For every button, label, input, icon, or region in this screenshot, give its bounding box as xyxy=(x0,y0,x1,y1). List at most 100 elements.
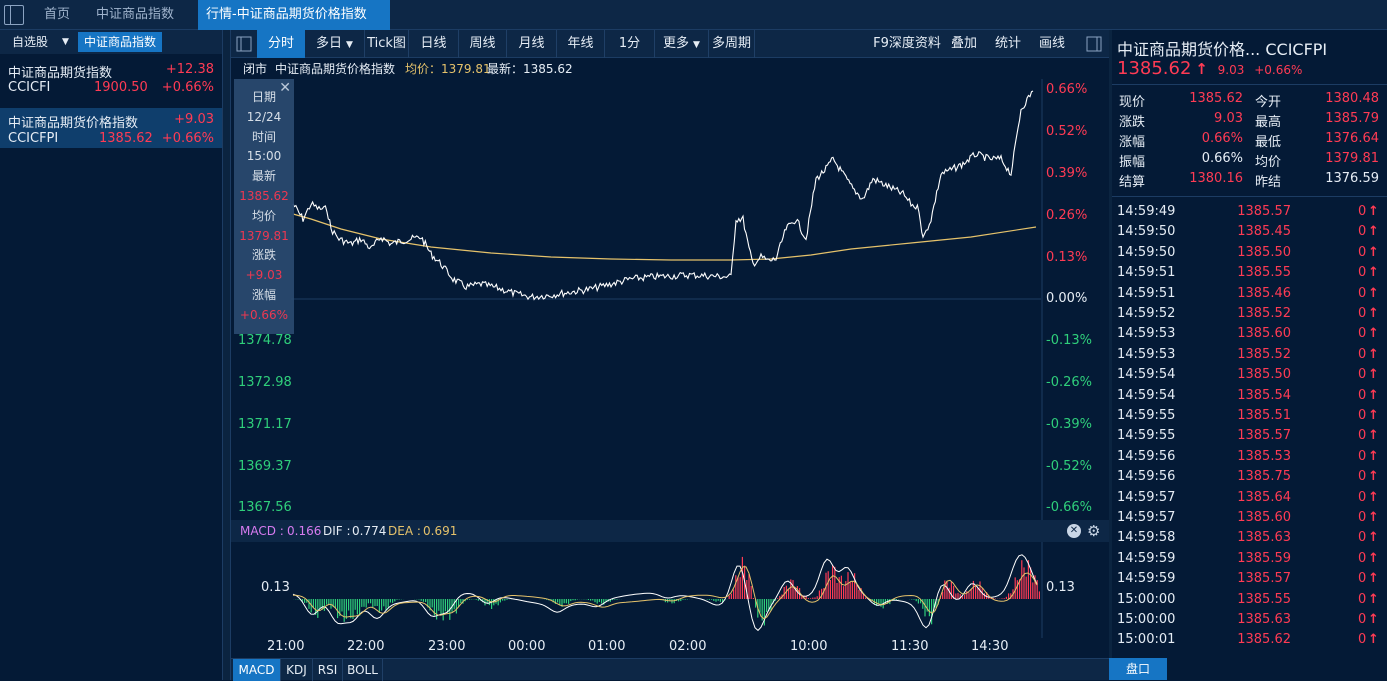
tick-price: 1385.45 xyxy=(1212,224,1291,239)
tb-multiperiod[interactable]: 多周期 xyxy=(709,30,755,58)
tab-quote-active[interactable]: 行情-中证商品期货价格指数 × xyxy=(198,0,390,30)
list-item[interactable]: 中证商品期货价格指数 +9.03 CCICFPI 1385.62 +0.66% xyxy=(0,108,222,148)
tick-price: 1385.50 xyxy=(1212,245,1291,260)
tick-price: 1385.57 xyxy=(1212,571,1291,586)
tab-macd[interactable]: MACD xyxy=(233,659,281,681)
commodity-index-button[interactable]: 中证商品指数 xyxy=(78,32,162,52)
tb-fenshi[interactable]: 分时 xyxy=(257,30,305,58)
tick-price: 1385.54 xyxy=(1212,388,1291,403)
tick-time: 14:59:53 xyxy=(1117,347,1175,362)
tab-pankou[interactable]: 盘口 xyxy=(1109,658,1167,680)
tick-time: 14:59:55 xyxy=(1117,428,1175,443)
macd-bar xyxy=(944,581,945,600)
intraday-price-chart[interactable] xyxy=(231,79,1109,520)
tb-drawing[interactable]: 画线 xyxy=(1035,30,1069,58)
tb-f9-profile[interactable]: F9深度资料 xyxy=(871,30,943,58)
macd-bar xyxy=(1032,582,1033,599)
tick-price: 1385.59 xyxy=(1212,551,1291,566)
tooltip-chg-label: 涨跌 xyxy=(234,246,294,266)
macd-bar xyxy=(590,599,591,601)
stat-label: 涨幅 xyxy=(1119,131,1145,150)
window-layout-icon[interactable] xyxy=(4,5,24,25)
macd-bar xyxy=(949,588,950,599)
stat-label: 振幅 xyxy=(1119,151,1145,170)
macd-bar xyxy=(916,599,917,601)
time-tick: 11:30 xyxy=(891,639,928,654)
tooltip-close-icon[interactable]: ✕ xyxy=(279,79,291,99)
tb-multiday-label: 多日 xyxy=(316,36,342,51)
close-icon[interactable]: ✕ xyxy=(1067,524,1081,538)
tb-daily[interactable]: 日线 xyxy=(409,30,459,58)
tab-kdj[interactable]: KDJ xyxy=(281,659,313,681)
gear-icon[interactable]: ⚙ xyxy=(1087,520,1100,542)
y-right-tick: 0.52% xyxy=(1046,124,1087,139)
tb-yearly[interactable]: 年线 xyxy=(557,30,605,58)
macd-bar xyxy=(843,586,844,599)
macd-bar xyxy=(324,599,325,611)
tb-1min[interactable]: 1分 xyxy=(605,30,655,58)
tb-more[interactable]: 更多▼ xyxy=(655,30,709,58)
tab-commodity-index[interactable]: 中证商品指数 xyxy=(88,0,182,30)
macd-bar xyxy=(733,590,734,600)
macd-chart[interactable] xyxy=(231,542,1109,638)
tab-rsi[interactable]: RSI xyxy=(313,659,343,681)
tb-stats[interactable]: 统计 xyxy=(991,30,1025,58)
watchlist-dropdown-icon[interactable]: ▼ xyxy=(56,32,75,52)
y-right-tick: 0.66% xyxy=(1046,82,1087,97)
tick-volume: 0 xyxy=(1358,592,1366,607)
macd-bar xyxy=(346,599,347,619)
tick-price: 1385.60 xyxy=(1212,326,1291,341)
tooltip-pct: +0.66% xyxy=(234,306,294,326)
item-name: 中证商品期货指数 xyxy=(8,62,112,81)
tick-time: 14:59:49 xyxy=(1117,204,1175,219)
tick-time: 14:59:50 xyxy=(1117,224,1175,239)
list-item[interactable]: 中证商品期货指数 +12.38 CCICFI 1900.50 +0.66% xyxy=(0,60,222,100)
tick-time: 14:59:57 xyxy=(1117,490,1175,505)
y-right-tick: 0.26% xyxy=(1046,208,1087,223)
tb-more-label: 更多 xyxy=(663,36,689,51)
tooltip-chg: +9.03 xyxy=(234,266,294,286)
macd-bar xyxy=(680,599,681,601)
tick-volume: 0 xyxy=(1358,204,1366,219)
item-code: CCICFPI xyxy=(8,131,58,146)
arrow-up-icon: ↑ xyxy=(1368,469,1379,484)
instrument-name: 中证商品期货价格指数 xyxy=(275,59,395,79)
tab-home[interactable]: 首页 xyxy=(36,0,78,30)
panel-splitter[interactable] xyxy=(222,30,231,680)
dea-value: 0.691 xyxy=(423,520,457,542)
tb-overlay[interactable]: 叠加 xyxy=(947,30,981,58)
macd-bar xyxy=(977,588,978,600)
tb-weekly[interactable]: 周线 xyxy=(459,30,507,58)
macd-bar xyxy=(502,599,503,601)
macd-bar xyxy=(955,594,956,600)
macd-bar xyxy=(372,599,373,607)
macd-bar xyxy=(616,599,617,600)
left-panel-header: 自选股 ▼ 中证商品指数 xyxy=(0,30,222,54)
sidebar-toggle-icon[interactable] xyxy=(233,30,255,58)
y-left-tick: 1374.78 xyxy=(238,333,292,348)
macd-bar xyxy=(467,599,468,600)
tab-boll[interactable]: BOLL xyxy=(343,659,383,681)
watchlist-button[interactable]: 自选股 xyxy=(6,32,54,52)
tb-tick[interactable]: Tick图 xyxy=(365,30,409,58)
macd-bar xyxy=(399,599,400,600)
tb-multiday[interactable]: 多日▼ xyxy=(305,30,365,58)
macd-bar xyxy=(559,599,560,605)
tick-time: 14:59:52 xyxy=(1117,306,1175,321)
macd-bar xyxy=(922,599,923,609)
macd-bar xyxy=(850,582,851,599)
market-status: 闭市 xyxy=(243,59,267,79)
tick-price: 1385.64 xyxy=(1212,490,1291,505)
arrow-up-icon: ↑ xyxy=(1368,449,1379,464)
stat-label: 最低 xyxy=(1255,131,1281,150)
stat-value: 1385.62 xyxy=(1160,91,1243,106)
macd-bar xyxy=(423,599,424,602)
tb-monthly[interactable]: 月线 xyxy=(507,30,557,58)
right-panel-toggle-icon[interactable] xyxy=(1083,30,1105,58)
